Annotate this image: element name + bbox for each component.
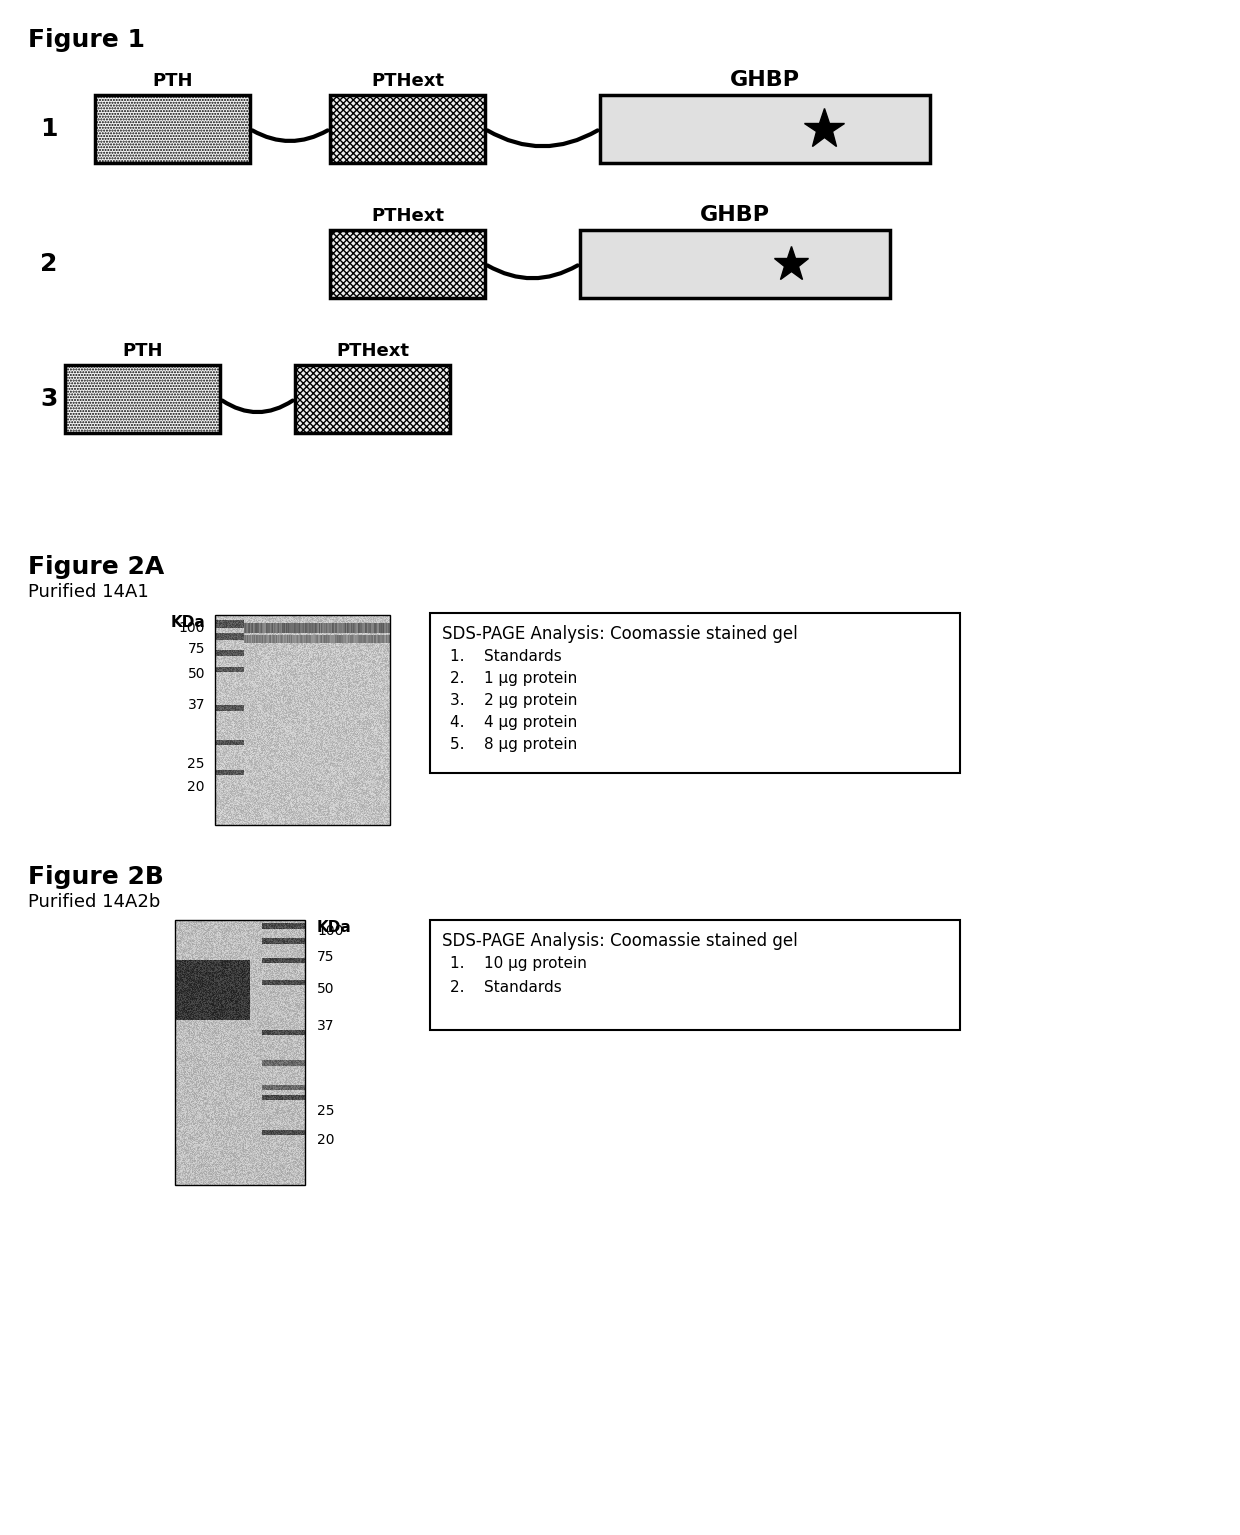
Text: KDa: KDa <box>170 616 205 629</box>
Text: 37: 37 <box>317 1019 335 1033</box>
Text: 20: 20 <box>187 780 205 794</box>
Text: 4.    4 μg protein: 4. 4 μg protein <box>450 715 578 731</box>
Bar <box>430 919 960 1030</box>
FancyArrowPatch shape <box>487 266 578 278</box>
Text: Figure 1: Figure 1 <box>29 28 145 52</box>
Text: PTHext: PTHext <box>371 207 444 226</box>
Text: 1.    10 μg protein: 1. 10 μg protein <box>450 956 587 972</box>
Bar <box>580 230 890 298</box>
Text: 2.    Standards: 2. Standards <box>450 979 562 995</box>
Text: PTHext: PTHext <box>371 72 444 91</box>
Text: 25: 25 <box>317 1104 335 1117</box>
Text: 50: 50 <box>317 982 335 996</box>
Bar <box>295 365 450 433</box>
Text: KDa: KDa <box>317 919 352 935</box>
Bar <box>430 612 960 774</box>
Text: 100: 100 <box>317 924 343 938</box>
Bar <box>175 919 305 1185</box>
Bar <box>215 616 391 824</box>
Text: 1: 1 <box>40 117 57 141</box>
Text: 50: 50 <box>187 666 205 682</box>
Text: Purified 14A2b: Purified 14A2b <box>29 893 160 910</box>
Bar <box>64 365 219 433</box>
Text: 3.    2 μg protein: 3. 2 μg protein <box>450 692 578 708</box>
Text: 5.    8 μg protein: 5. 8 μg protein <box>450 737 578 752</box>
Text: Figure 2B: Figure 2B <box>29 866 164 889</box>
FancyArrowPatch shape <box>253 130 327 141</box>
Text: 2: 2 <box>40 252 57 276</box>
Text: GHBP: GHBP <box>701 206 770 226</box>
Text: Purified 14A1: Purified 14A1 <box>29 583 149 602</box>
Text: SDS-PAGE Analysis: Coomassie stained gel: SDS-PAGE Analysis: Coomassie stained gel <box>441 625 797 643</box>
Text: PTH: PTH <box>153 72 192 91</box>
Text: GHBP: GHBP <box>730 71 800 91</box>
Text: Figure 2A: Figure 2A <box>29 556 164 579</box>
Text: 3: 3 <box>40 387 57 411</box>
Bar <box>330 230 485 298</box>
Text: SDS-PAGE Analysis: Coomassie stained gel: SDS-PAGE Analysis: Coomassie stained gel <box>441 932 797 950</box>
FancyArrowPatch shape <box>222 401 293 411</box>
Text: 20: 20 <box>317 1133 335 1147</box>
Text: 75: 75 <box>187 642 205 655</box>
Text: 1.    Standards: 1. Standards <box>450 649 562 665</box>
Text: PTHext: PTHext <box>336 342 409 361</box>
FancyArrowPatch shape <box>487 130 598 146</box>
Text: PTH: PTH <box>123 342 162 361</box>
Text: 25: 25 <box>187 757 205 771</box>
Bar <box>330 95 485 163</box>
Bar <box>600 95 930 163</box>
Text: 100: 100 <box>179 620 205 634</box>
Bar <box>95 95 250 163</box>
Text: 75: 75 <box>317 950 335 964</box>
Text: 37: 37 <box>187 698 205 712</box>
Text: 2.    1 μg protein: 2. 1 μg protein <box>450 671 578 686</box>
